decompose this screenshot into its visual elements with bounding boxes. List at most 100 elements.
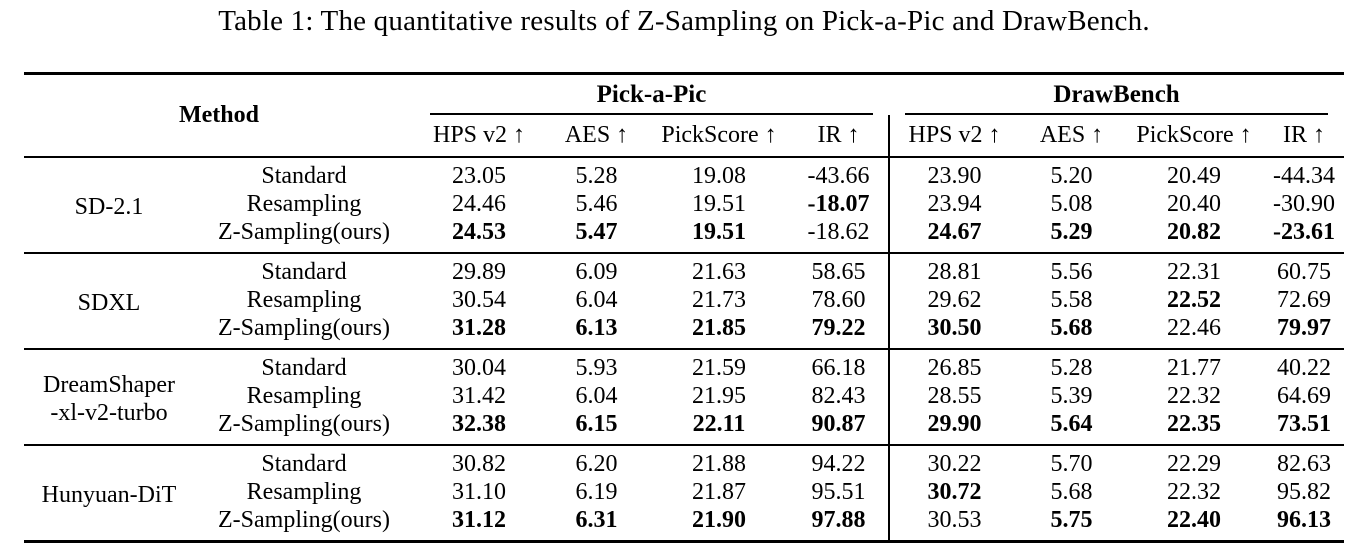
metric-value: -18.07	[807, 191, 870, 217]
benchmark-header-row: Method Pick-a-Pic DrawBench	[24, 74, 1344, 128]
metric-header-db-aes: AES ↑	[1039, 122, 1104, 148]
metric-value: 94.22	[811, 451, 866, 477]
metric-header-pap-hpsv2: HPS v2 ↑	[432, 122, 526, 148]
metric-value: 22.40	[1167, 507, 1221, 533]
metric-value: 30.72	[888, 478, 1019, 506]
metric-value: 5.75	[1050, 507, 1093, 533]
model-name: SD-2.1	[74, 194, 144, 220]
method-variant: Standard	[261, 259, 347, 285]
table-row: Resampling 24.46 5.46 19.51 -18.07 23.94 5.08 2…	[24, 190, 1344, 218]
metric-value: 28.55	[888, 382, 1019, 410]
metric-value: 32.38	[452, 411, 506, 437]
metric-value: 26.85	[888, 349, 1019, 382]
table-caption: Table 1: The quantitative results of Z-S…	[218, 5, 1150, 37]
model-group: SD-2.1 Standard 23.05 5.28 19.08 -43.66 23.90 5…	[24, 157, 1344, 253]
metric-value: 58.65	[811, 259, 866, 285]
metric-value: 31.10	[452, 479, 506, 505]
metric-value: 30.82	[452, 451, 506, 477]
cmidrule	[430, 113, 873, 115]
metric-value: 78.60	[811, 287, 866, 313]
metric-value: 6.13	[575, 315, 618, 341]
metric-value: 31.42	[452, 383, 506, 409]
metric-value: 21.87	[692, 479, 746, 505]
metric-value: 5.47	[575, 219, 618, 245]
metric-value: 20.82	[1167, 219, 1221, 245]
metric-value: -23.61	[1273, 219, 1335, 245]
metric-value: 79.22	[811, 315, 866, 341]
method-variant: Z-Sampling(ours)	[218, 219, 390, 245]
metric-value: 6.09	[575, 259, 618, 285]
metric-value: 5.64	[1050, 411, 1093, 437]
metric-header-pap-pickscore: PickScore ↑	[661, 122, 777, 148]
metric-value: 5.20	[1050, 163, 1093, 189]
metric-value: 6.19	[575, 479, 618, 505]
metric-value: 6.04	[575, 287, 618, 313]
benchmark-header-drawbench: DrawBench	[889, 74, 1344, 115]
metric-value: 21.77	[1167, 355, 1221, 381]
metric-header-pap-ir: IR ↑	[817, 122, 860, 148]
metric-value: -43.66	[807, 163, 870, 189]
metric-value: 22.52	[1167, 287, 1221, 313]
metric-value: -30.90	[1273, 191, 1335, 217]
results-table: Method Pick-a-Pic DrawBench HPS v2 ↑ AES…	[24, 72, 1345, 543]
metric-value: 5.56	[1050, 259, 1093, 285]
table-header: Method Pick-a-Pic DrawBench HPS v2 ↑ AES…	[24, 74, 1345, 157]
metric-value: 21.95	[692, 383, 746, 409]
metric-value: 21.59	[692, 355, 746, 381]
metric-value: 24.67	[888, 218, 1019, 253]
metric-value: 6.20	[575, 451, 618, 477]
metric-header-db-hpsv2: HPS v2 ↑	[888, 115, 1019, 157]
metric-header-db-pickscore: PickScore ↑	[1136, 122, 1252, 148]
metric-value: 30.54	[452, 287, 506, 313]
model-group: DreamShaper -xl-v2-turbo Standard 30.04 5.9…	[24, 349, 1345, 445]
model-name: DreamShaper -xl-v2-turbo	[43, 372, 175, 426]
metric-value: 6.15	[575, 411, 618, 437]
metric-value: 29.89	[452, 259, 506, 285]
metric-header-row: HPS v2 ↑ AES ↑ PickScore ↑ IR ↑ HPS v2 ↑…	[24, 115, 1344, 157]
metric-value: 19.08	[692, 163, 746, 189]
benchmark-label: DrawBench	[1053, 81, 1180, 108]
metric-value: 60.75	[1277, 259, 1331, 285]
metric-value: 5.39	[1050, 383, 1093, 409]
method-variant: Z-Sampling(ours)	[218, 507, 390, 533]
metric-value: 31.28	[452, 315, 506, 341]
cmidrule	[905, 113, 1329, 115]
metric-value: 23.94	[888, 190, 1019, 218]
table-row: Resampling 31.10 6.19 21.87 95.51 30.72 5.68 22…	[24, 478, 1344, 506]
metric-value: 30.04	[452, 355, 506, 381]
metric-value: 22.46	[1167, 315, 1221, 341]
metric-value: 72.69	[1277, 287, 1331, 313]
metric-value: 73.51	[1277, 411, 1331, 437]
table-row: SD-2.1 Standard 23.05 5.28 19.08 -43.66 23.90 5…	[24, 157, 1344, 220]
metric-value: 21.63	[692, 259, 746, 285]
metric-value: 5.93	[575, 355, 618, 381]
model-name: SDXL	[77, 290, 141, 316]
metric-value: 5.08	[1050, 191, 1093, 217]
metric-value: 23.90	[888, 157, 1019, 190]
metric-value: 22.32	[1167, 383, 1221, 409]
metric-value: 90.87	[811, 411, 866, 437]
model-group: Hunyuan-DiT Standard 30.82 6.20 21.88 94.22 30…	[24, 445, 1345, 542]
metric-value: 79.97	[1277, 315, 1331, 341]
metric-value: 5.68	[1050, 315, 1093, 341]
metric-value: 5.28	[575, 163, 618, 189]
metric-value: 19.51	[692, 219, 746, 245]
metric-value: 30.50	[888, 314, 1019, 349]
metric-value: 22.31	[1167, 259, 1221, 285]
metric-value: 5.28	[1050, 355, 1093, 381]
metric-value: 82.63	[1277, 451, 1331, 477]
metric-value: 40.22	[1277, 355, 1331, 381]
metric-value: 6.04	[575, 383, 618, 409]
method-variant: Resampling	[246, 383, 362, 409]
method-variant: Resampling	[246, 191, 362, 217]
model-name: Hunyuan-DiT	[41, 482, 177, 508]
metric-value: 5.58	[1050, 287, 1093, 313]
metric-value: 20.40	[1167, 191, 1221, 217]
model-group: SDXL Standard 29.89 6.09 21.63 58.65 28.81 5.56…	[24, 253, 1345, 349]
metric-value: 21.73	[692, 287, 746, 313]
method-variant: Resampling	[246, 479, 362, 505]
table-row: SDXL Standard 29.89 6.09 21.63 58.65 28.81 5.56…	[24, 253, 1344, 316]
method-variant: Standard	[261, 163, 347, 189]
metric-value: 5.29	[1050, 219, 1093, 245]
metric-value: -18.62	[807, 219, 870, 245]
